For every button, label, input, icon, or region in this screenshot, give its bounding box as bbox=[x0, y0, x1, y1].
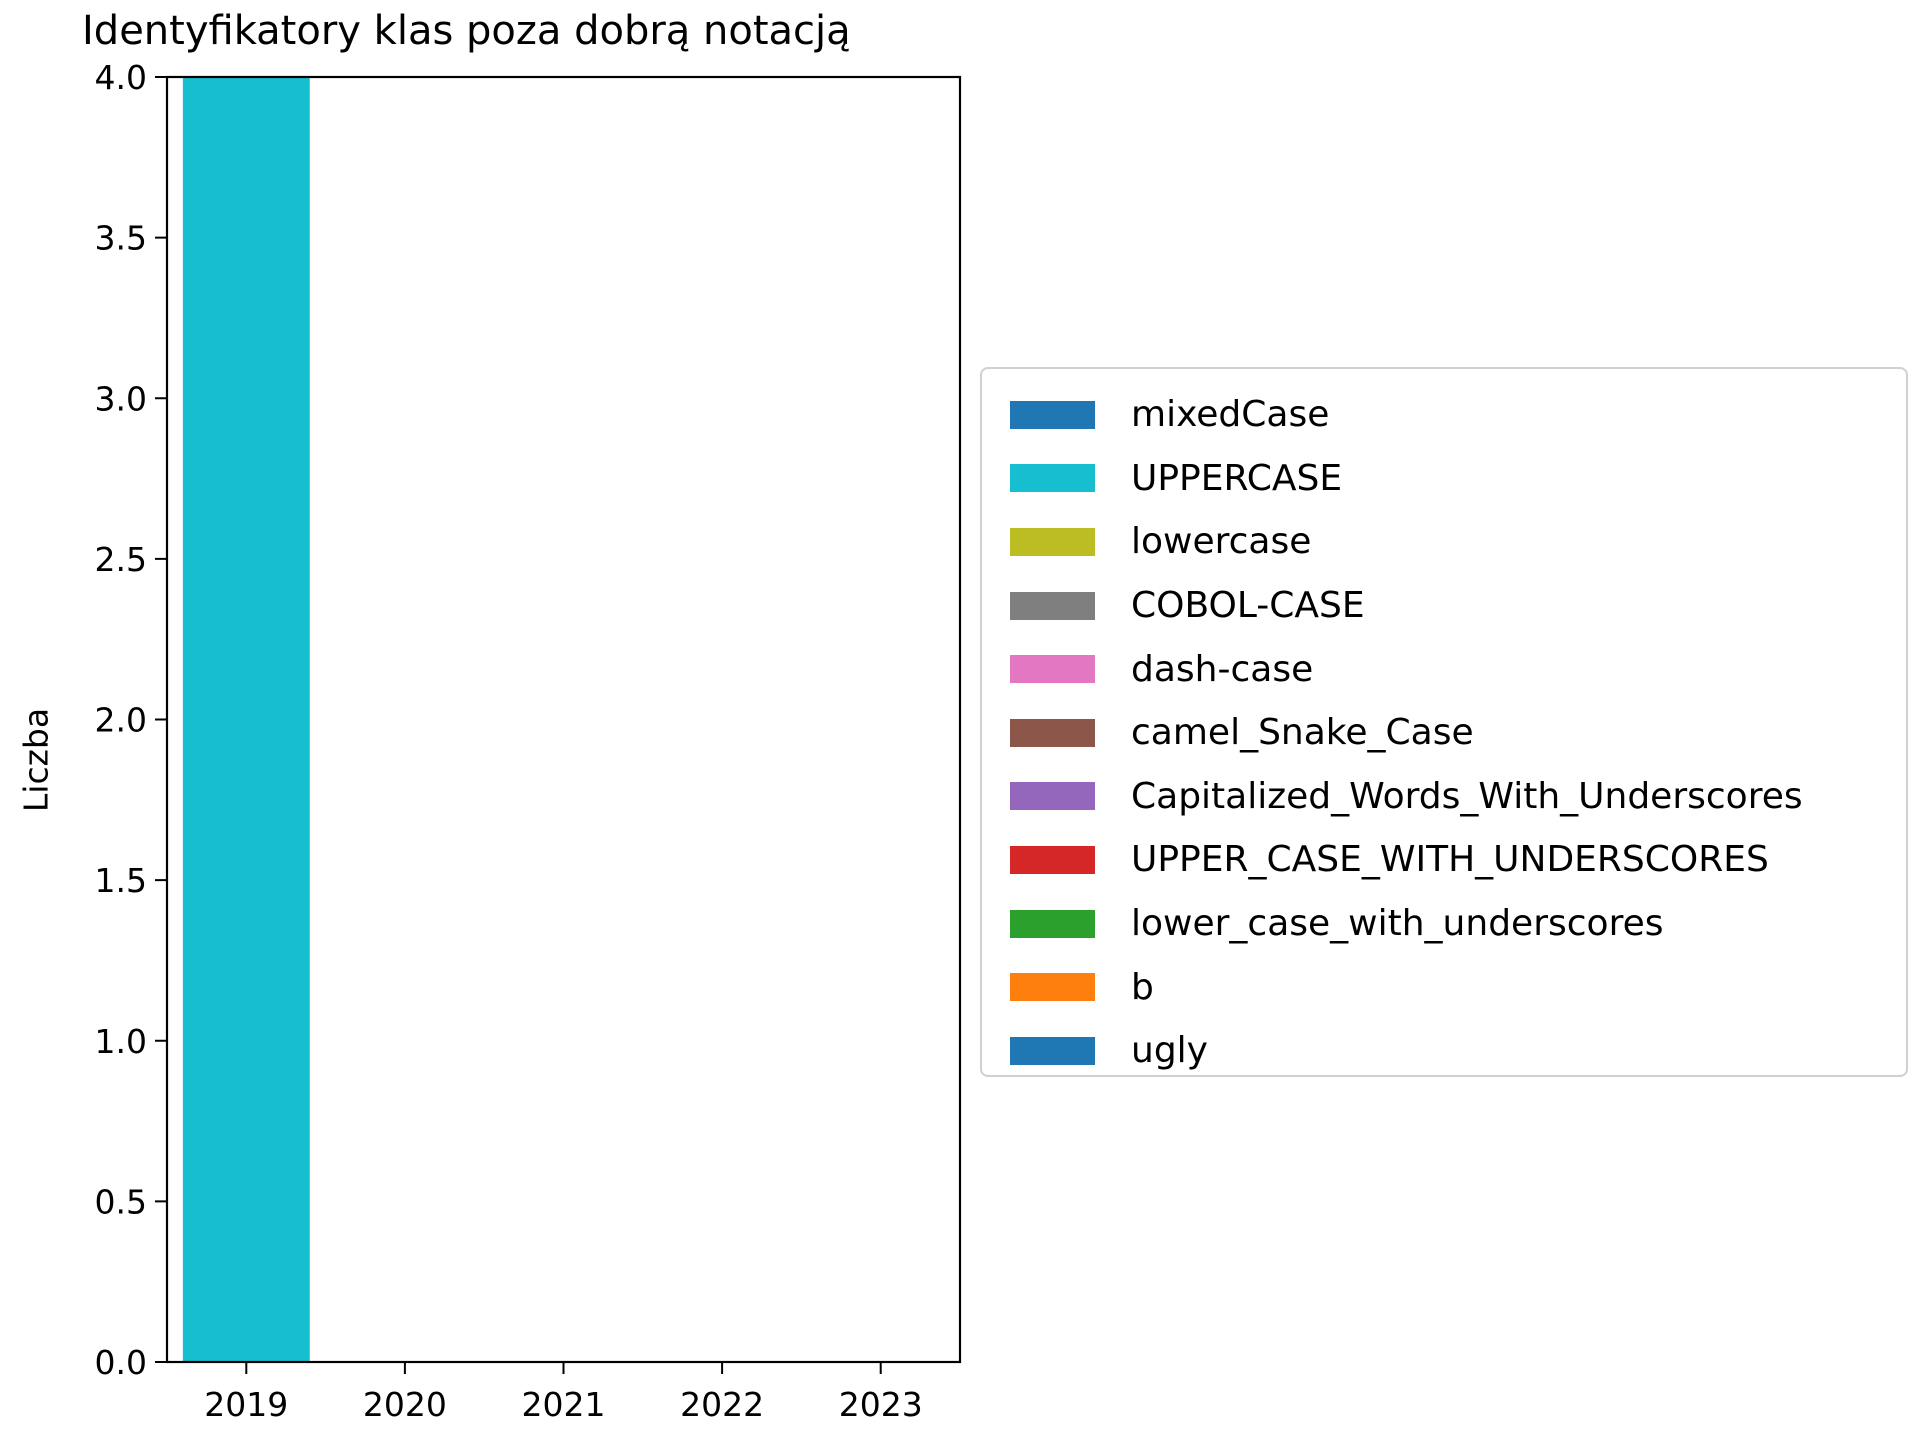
y-tick-label: 0.0 bbox=[95, 1343, 147, 1382]
legend-label: UPPERCASE bbox=[1131, 457, 1343, 499]
legend: mixedCase UPPERCASE lowercase COBOL-CASE das… bbox=[980, 367, 1908, 1077]
legend-label: UPPER_CASE_WITH_UNDERSCORES bbox=[1131, 839, 1769, 881]
x-tick-label: 2020 bbox=[363, 1385, 447, 1424]
y-tick-label: 3.5 bbox=[95, 219, 147, 258]
legend-label: lower_case_with_underscores bbox=[1131, 903, 1664, 945]
legend-item: COBOL-CASE bbox=[998, 574, 1890, 638]
legend-label: camel_Snake_Case bbox=[1131, 712, 1474, 754]
x-tick-label: 2019 bbox=[204, 1385, 288, 1424]
legend-swatch bbox=[1010, 591, 1095, 620]
legend-swatch bbox=[1010, 400, 1095, 429]
legend-item: UPPER_CASE_WITH_UNDERSCORES bbox=[998, 828, 1890, 892]
legend-item: UPPERCASE bbox=[998, 447, 1890, 511]
legend-swatch bbox=[1010, 909, 1095, 938]
legend-label: ugly bbox=[1131, 1030, 1208, 1072]
legend-label: b bbox=[1131, 966, 1154, 1008]
y-tick-label: 4.0 bbox=[95, 58, 147, 97]
legend-item: lowercase bbox=[998, 510, 1890, 574]
legend-item: lower_case_with_underscores bbox=[998, 892, 1890, 956]
bar-uppercase-2019 bbox=[182, 77, 310, 1362]
y-tick-label: 2.5 bbox=[95, 540, 147, 579]
x-tick-label: 2021 bbox=[522, 1385, 606, 1424]
chart-title: Identyfikatory klas poza dobrą notacją bbox=[82, 8, 851, 54]
y-tick-label: 3.0 bbox=[95, 379, 147, 418]
legend-swatch bbox=[1010, 1036, 1095, 1065]
legend-label: dash-case bbox=[1131, 648, 1314, 690]
x-tick-label: 2022 bbox=[680, 1385, 764, 1424]
legend-item: camel_Snake_Case bbox=[998, 701, 1890, 765]
legend-label: COBOL-CASE bbox=[1131, 585, 1365, 627]
y-tick-label: 1.0 bbox=[95, 1022, 147, 1061]
legend-label: mixedCase bbox=[1131, 394, 1330, 436]
legend-item: Capitalized_Words_With_Underscores bbox=[998, 765, 1890, 829]
legend-item: mixedCase bbox=[998, 383, 1890, 447]
legend-swatch bbox=[1010, 464, 1095, 493]
legend-item: ugly bbox=[998, 1019, 1890, 1083]
legend-swatch bbox=[1010, 782, 1095, 811]
legend-swatch bbox=[1010, 973, 1095, 1002]
y-tick-label: 0.5 bbox=[95, 1182, 147, 1221]
legend-swatch bbox=[1010, 655, 1095, 684]
legend-item: dash-case bbox=[998, 637, 1890, 701]
x-tick-label: 2023 bbox=[839, 1385, 923, 1424]
y-tick-label: 1.5 bbox=[95, 861, 147, 900]
legend-swatch bbox=[1010, 845, 1095, 874]
legend-label: Capitalized_Words_With_Underscores bbox=[1131, 775, 1803, 817]
legend-item: b bbox=[998, 955, 1890, 1019]
legend-label: lowercase bbox=[1131, 521, 1312, 563]
legend-swatch bbox=[1010, 718, 1095, 747]
y-tick-label: 2.0 bbox=[95, 701, 147, 740]
legend-swatch bbox=[1010, 527, 1095, 556]
